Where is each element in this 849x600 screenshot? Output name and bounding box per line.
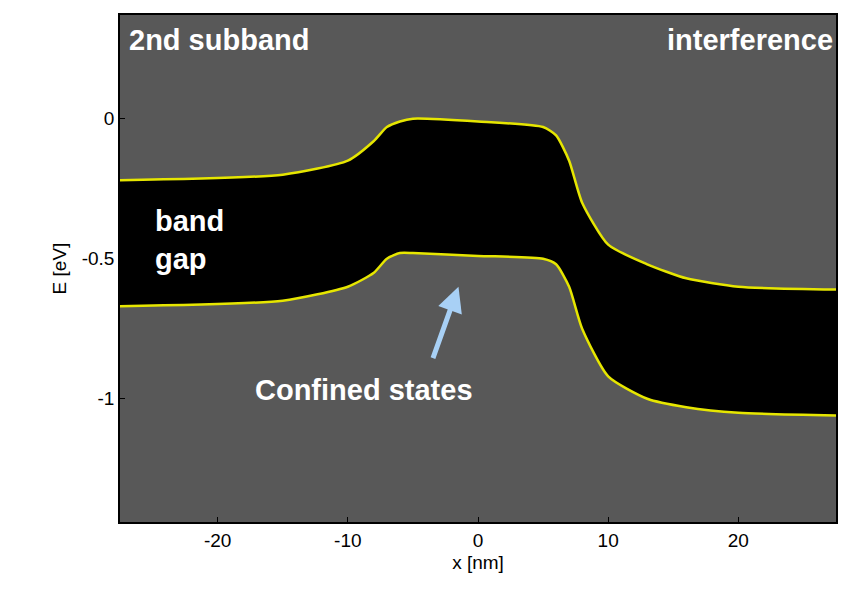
svg-text:-10: -10: [334, 530, 361, 551]
svg-text:Confined states: Confined states: [255, 374, 473, 406]
svg-text:-0.5: -0.5: [82, 248, 115, 269]
svg-text:10: 10: [598, 530, 619, 551]
svg-text:-1: -1: [98, 388, 115, 409]
svg-text:interference: interference: [667, 24, 833, 56]
svg-text:E [eV]: E [eV]: [49, 243, 70, 295]
svg-text:2nd subband: 2nd subband: [129, 24, 309, 56]
svg-text:0: 0: [104, 108, 115, 129]
svg-text:x [nm]: x [nm]: [452, 552, 504, 573]
svg-text:20: 20: [728, 530, 749, 551]
svg-text:-20: -20: [204, 530, 231, 551]
svg-text:bandgap: bandgap: [155, 205, 224, 275]
svg-text:0: 0: [473, 530, 484, 551]
